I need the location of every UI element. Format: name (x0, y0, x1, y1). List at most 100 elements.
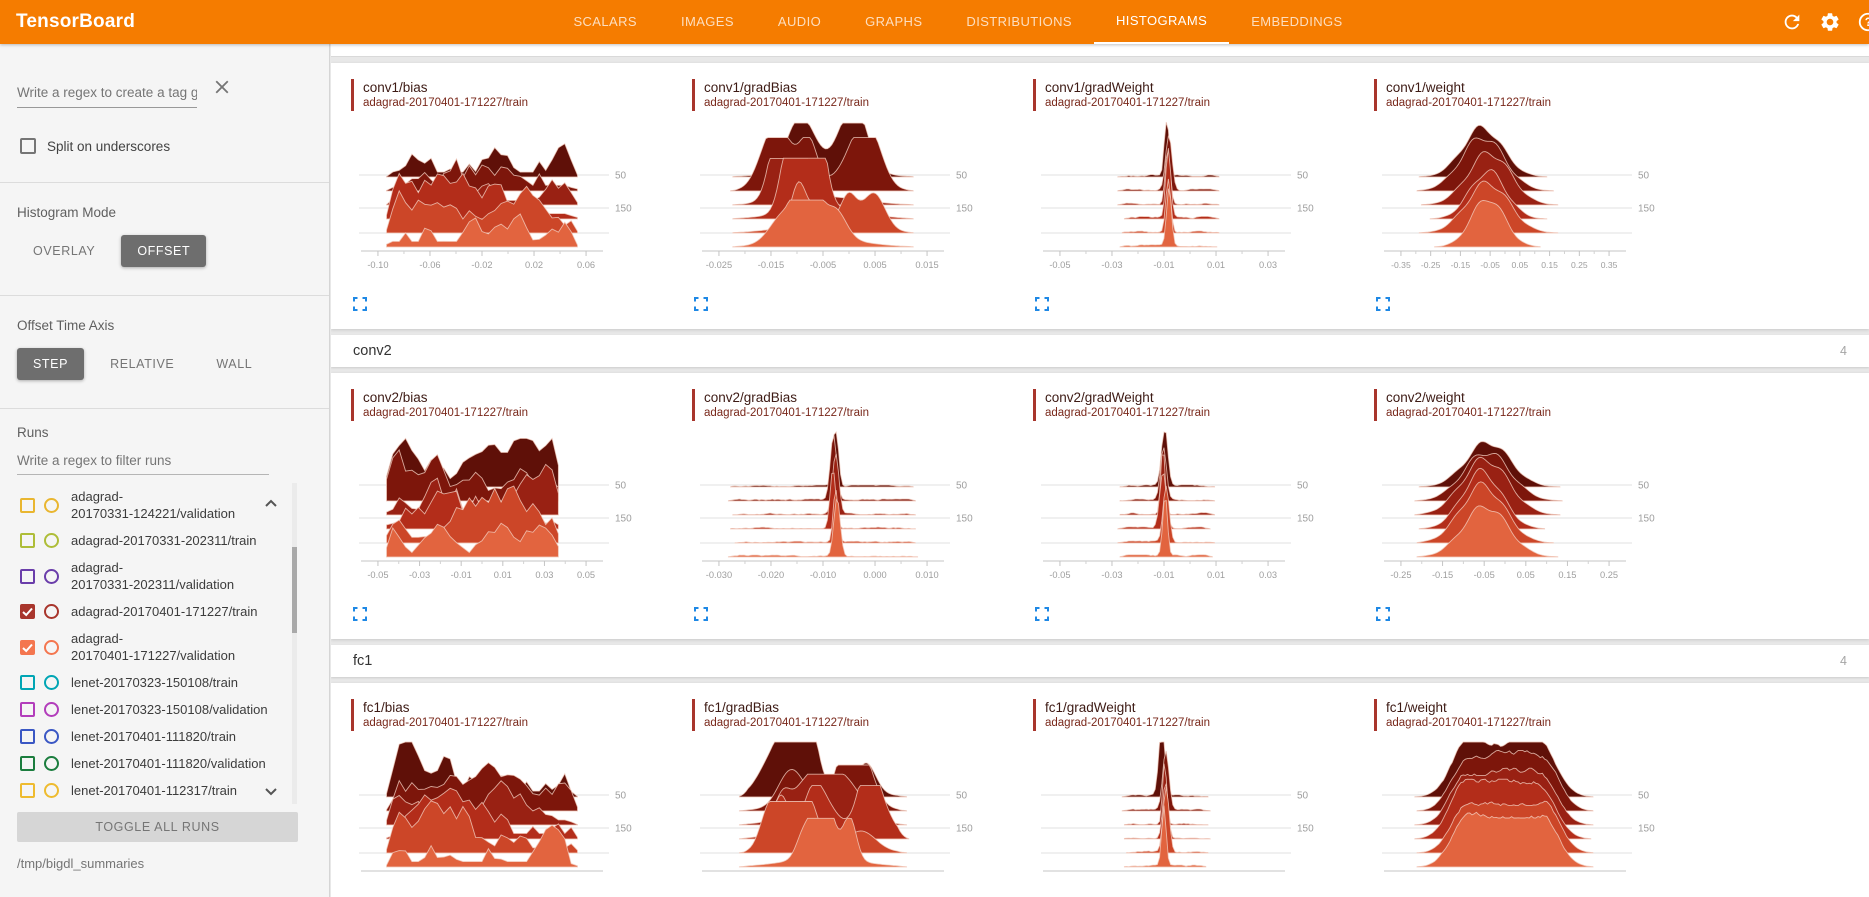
histogram-chart[interactable]: 50 150 -0.05 -0.03 -0.01 0.01 0.03 (1033, 429, 1333, 597)
run-item[interactable]: lenet-20170323-150108/train (17, 669, 312, 696)
expand-chart-button[interactable] (694, 607, 708, 621)
expand-chart-button[interactable] (353, 297, 367, 311)
histogram-chart[interactable]: 50 150 (692, 739, 992, 897)
step-axis-label: 50 (1638, 171, 1650, 182)
settings-icon[interactable] (1819, 11, 1841, 33)
run-item[interactable]: adagrad-20170401-171227/train (17, 598, 312, 625)
step-axis-label: 50 (615, 791, 627, 802)
histogram-chart[interactable]: 50 150 -0.030 -0.020 -0.010 0.000 0.010 (692, 429, 992, 597)
expand-chart-button[interactable] (1376, 607, 1390, 621)
tag-filter-input[interactable] (17, 85, 197, 108)
step-axis-label: 150 (956, 824, 973, 835)
run-radio[interactable] (44, 497, 59, 513)
run-checkbox[interactable] (20, 604, 35, 619)
tab-histograms[interactable]: HISTOGRAMS (1094, 0, 1230, 44)
run-radio[interactable] (44, 729, 59, 744)
split-on-underscores-checkbox[interactable] (20, 138, 36, 154)
offset-time-axis-wall-button[interactable]: WALL (216, 357, 253, 371)
chevron-down-icon[interactable] (262, 782, 280, 800)
run-radio[interactable] (44, 756, 59, 771)
toggle-all-runs-button[interactable]: TOGGLE ALL RUNS (17, 812, 298, 842)
run-checkbox[interactable] (20, 568, 35, 584)
section-name: fc1 (353, 653, 373, 669)
x-axis-tick-label: 0.005 (863, 260, 886, 270)
run-checkbox[interactable] (20, 675, 35, 690)
runs-list: adagrad- 20170331-124221/validation adagr… (17, 483, 312, 804)
expand-chart-button[interactable] (694, 297, 708, 311)
histogram-mode-offset-button[interactable]: OFFSET (121, 235, 207, 267)
runs-label: Runs (17, 425, 49, 440)
run-radio[interactable] (44, 533, 59, 548)
clear-tag-filter-button[interactable] (211, 76, 233, 98)
section-header-conv2[interactable]: conv2 4 (331, 335, 1869, 367)
tab-scalars[interactable]: SCALARS (573, 14, 637, 29)
run-checkbox[interactable] (20, 639, 35, 655)
run-checkbox[interactable] (20, 702, 35, 717)
x-axis-tick-label: -0.03 (409, 570, 430, 580)
run-checkbox[interactable] (20, 533, 35, 548)
tab-graphs[interactable]: GRAPHS (865, 14, 923, 29)
run-item[interactable]: adagrad- 20170331-124221/validation (17, 483, 312, 527)
histogram-ridge-layer (386, 143, 578, 178)
runs-scrollbar-track[interactable] (292, 483, 297, 804)
runs-scrollbar-thumb[interactable] (292, 547, 297, 633)
run-radio[interactable] (44, 675, 59, 690)
histogram-chart[interactable]: 50 150 (351, 739, 651, 897)
run-item[interactable]: lenet-20170401-112317/train (17, 777, 312, 804)
run-item[interactable]: lenet-20170401-111820/train (17, 723, 312, 750)
run-item[interactable]: adagrad-20170331-202311/train (17, 527, 312, 554)
run-item[interactable]: lenet-20170401-111820/validation (17, 750, 312, 777)
run-checkbox[interactable] (20, 783, 35, 798)
chart-tag-name: conv2/gradBias (704, 390, 798, 405)
tab-distributions[interactable]: DISTRIBUTIONS (966, 14, 1073, 29)
histogram-ridge-layer (732, 453, 916, 516)
run-checkbox[interactable] (20, 497, 35, 513)
offset-time-axis-step-button[interactable]: STEP (17, 348, 85, 380)
step-axis-label: 150 (1638, 824, 1655, 835)
histogram-card: conv1/gradBias adagrad-20170401-171227/tr… (692, 79, 1033, 311)
step-axis-label: 50 (615, 481, 627, 492)
step-axis-label: 150 (615, 204, 632, 215)
chart-tag-name: conv1/gradWeight (1045, 80, 1154, 95)
expand-chart-button[interactable] (353, 607, 367, 621)
histogram-chart[interactable]: 50 150 (1033, 739, 1333, 897)
histogram-chart[interactable]: 50 150 -0.10 -0.06 -0.02 0.02 0.06 (351, 119, 651, 287)
run-radio[interactable] (44, 639, 59, 655)
run-checkbox[interactable] (20, 729, 35, 744)
expand-chart-button[interactable] (1035, 297, 1049, 311)
refresh-icon[interactable] (1781, 11, 1803, 33)
step-axis-label: 150 (1297, 514, 1314, 525)
runs-filter-input[interactable] (17, 453, 269, 475)
histogram-ridge-layer (1119, 499, 1213, 558)
run-radio[interactable] (44, 783, 59, 798)
x-axis-tick-label: 0.01 (1207, 570, 1225, 580)
run-radio[interactable] (44, 702, 59, 717)
run-item[interactable]: lenet-20170323-150108/validation (17, 696, 312, 723)
tab-images[interactable]: IMAGES (680, 14, 734, 29)
histogram-chart[interactable]: 50 150 -0.025 -0.015 -0.005 0.005 0.015 (692, 119, 992, 287)
expand-chart-button[interactable] (1376, 297, 1390, 311)
help-icon[interactable]: ? (1857, 11, 1869, 33)
run-radio[interactable] (44, 604, 59, 619)
run-checkbox[interactable] (20, 756, 35, 771)
histogram-chart[interactable]: 50 150 -0.35 -0.25 -0.15 -0.05 0.05 0.15 0.25 0.3… (1374, 119, 1674, 287)
run-item[interactable]: adagrad- 20170331-202311/validation (17, 554, 312, 598)
chevron-up-icon[interactable] (262, 495, 280, 513)
expand-chart-button[interactable] (1035, 607, 1049, 621)
histogram-chart[interactable]: 50 150 -0.25 -0.15 -0.05 0.05 0.15 0.25 (1374, 429, 1674, 597)
x-axis-tick-label: -0.01 (1153, 570, 1174, 580)
histogram-chart[interactable]: 50 150 -0.05 -0.03 -0.01 0.01 0.03 (1033, 119, 1333, 287)
tab-embeddings[interactable]: EMBEDDINGS (1251, 14, 1343, 29)
histogram-chart[interactable]: 50 150 -0.05 -0.03 -0.01 0.01 0.03 0.05 (351, 429, 651, 597)
offset-time-axis-relative-button[interactable]: RELATIVE (110, 357, 175, 371)
histogram-ridge-layer (386, 824, 578, 868)
histogram-mode-overlay-button[interactable]: OVERLAY (33, 244, 96, 258)
section-header-partial[interactable] (331, 44, 1869, 57)
tab-audio[interactable]: AUDIO (777, 14, 822, 29)
run-radio[interactable] (44, 568, 59, 584)
run-item[interactable]: adagrad- 20170401-171227/validation (17, 625, 312, 669)
section-count-badge: 4 (1840, 654, 1847, 668)
x-axis-tick-label: 0.25 (1600, 570, 1618, 580)
histogram-chart[interactable]: 50 150 (1374, 739, 1674, 897)
section-header-fc1[interactable]: fc1 4 (331, 645, 1869, 677)
